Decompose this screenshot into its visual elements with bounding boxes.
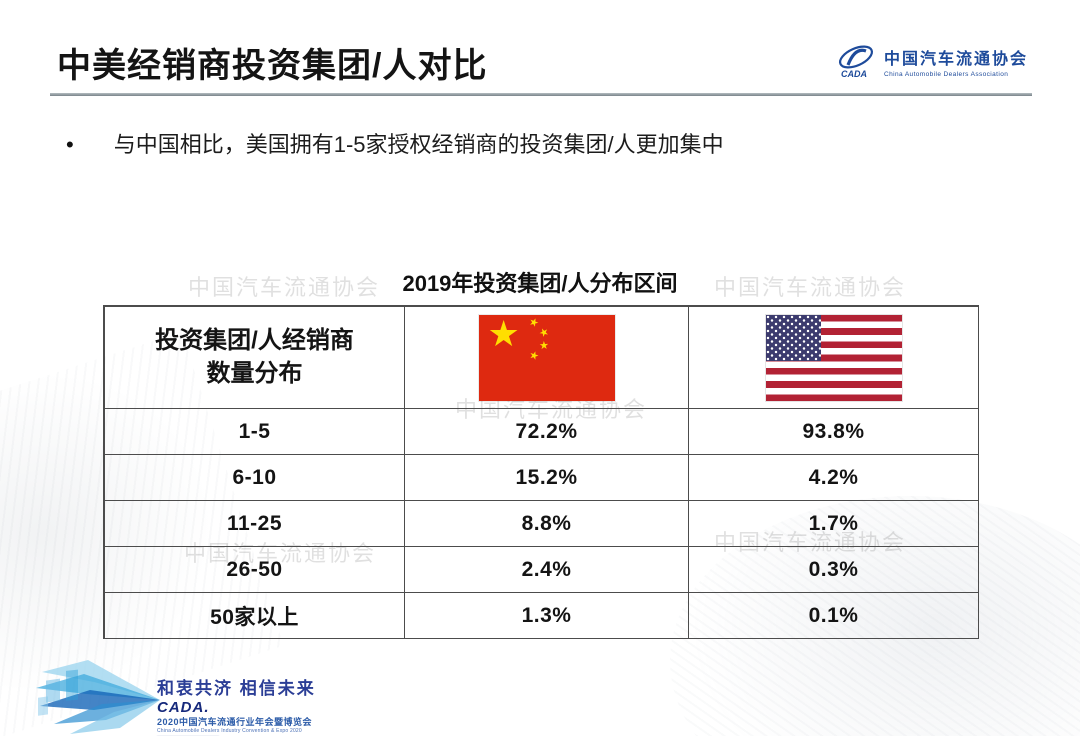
china-value-cell: 1.3% [405, 593, 689, 639]
usa-value-cell: 0.3% [689, 547, 979, 593]
row-label-cell: 6-10 [105, 455, 405, 501]
china-value-cell: 15.2% [405, 455, 689, 501]
table-header-label-cell: 投资集团/人经销商 数量分布 [105, 307, 405, 409]
footer-arrows-graphic [36, 654, 164, 736]
title-divider [50, 93, 1032, 96]
table-header-usa-cell [689, 307, 979, 409]
row-label-cell: 50家以上 [105, 593, 405, 639]
bullet-icon: • [66, 132, 74, 157]
usa-flag-canton [765, 314, 821, 361]
cada-swoosh-icon: CADA [835, 44, 877, 85]
association-name: 中国汽车流通协会 China Automobile Dealers Associ… [884, 51, 1028, 78]
footer-slogan: 和衷共济 相信未来 [157, 679, 316, 698]
svg-text:CADA: CADA [841, 69, 867, 79]
row-label-cell: 1-5 [105, 409, 405, 455]
page-title: 中美经销商投资集团/人对比 [57, 47, 488, 85]
watermark: 中国汽车流通协会 [184, 541, 377, 566]
comparison-table: 投资集团/人经销商 数量分布 ★ ★ ★ ★ ★ 1-5 72.2% 93.8%… [103, 305, 979, 639]
usa-flag-icon [765, 314, 902, 401]
watermark: 中国汽车流通协会 [188, 275, 381, 300]
china-flag-icon: ★ ★ ★ ★ ★ [478, 312, 615, 401]
footer-text-block: 和衷共济 相信未来 CADA. 2020中国汽车流通行业年会暨博览会 China… [157, 680, 316, 736]
footer-cada-logo: CADA. [157, 699, 210, 716]
association-name-en: China Automobile Dealers Association [883, 70, 1009, 78]
usa-value-cell: 1.7% [689, 501, 979, 547]
china-value-cell: 2.4% [405, 547, 689, 593]
association-name-cn: 中国汽车流通协会 [883, 51, 1028, 69]
china-flag-big-star: ★ [487, 312, 520, 354]
table-header-china-cell: ★ ★ ★ ★ ★ [405, 307, 689, 409]
header-label-line2: 数量分布 [206, 359, 303, 387]
watermark: 中国汽车流通协会 [455, 397, 648, 422]
row-label-cell: 26-50 [105, 547, 405, 593]
watermark: 中国汽车流通协会 [714, 275, 907, 300]
footer-event-name-cn: 2020中国汽车流通行业年会暨博览会 [157, 717, 313, 727]
china-flag-small-star: ★ [526, 350, 539, 360]
bullet-item: • 与中国相比，美国拥有1-5家授权经销商的投资集团/人更加集中 [66, 132, 724, 158]
usa-value-cell: 93.8% [689, 409, 979, 455]
bullet-text: 与中国相比，美国拥有1-5家授权经销商的投资集团/人更加集中 [113, 132, 724, 157]
row-label-cell: 11-25 [105, 501, 405, 547]
china-value-cell: 8.8% [405, 501, 689, 547]
usa-value-cell: 0.1% [689, 593, 979, 639]
header-label-line1: 投资集团/人经销商 [155, 327, 354, 355]
cada-association-logo: CADA 中国汽车流通协会 China Automobile Dealers A… [835, 44, 1028, 85]
table-title: 2019年投资集团/人分布区间 [402, 271, 678, 296]
usa-value-cell: 4.2% [689, 455, 979, 501]
footer-event-name-en: China Automobile Dealers Industry Conven… [157, 728, 302, 734]
watermark: 中国汽车流通协会 [714, 530, 907, 555]
china-flag-small-star: ★ [526, 315, 541, 330]
china-value-cell: 72.2% [405, 409, 689, 455]
